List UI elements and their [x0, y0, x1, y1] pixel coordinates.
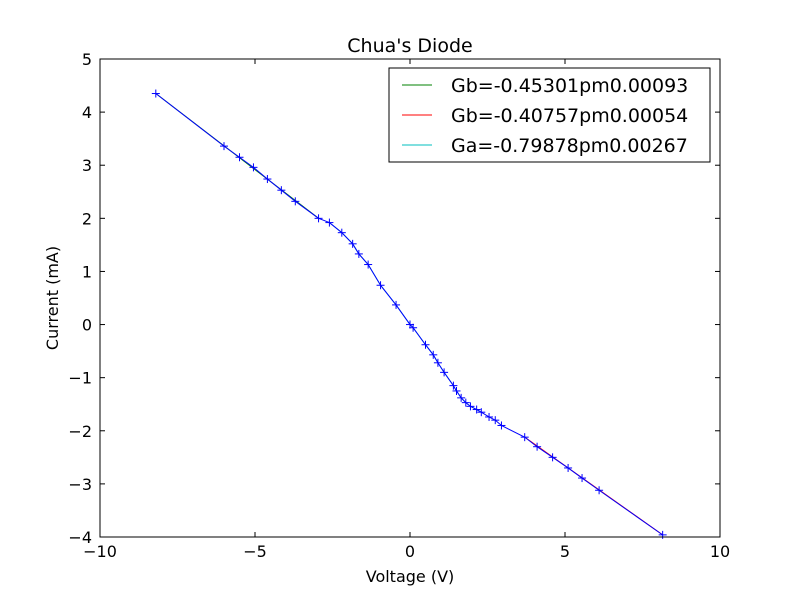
data-point-marker — [564, 463, 573, 472]
legend: Gb=-0.45301pm0.00093 Gb=-0.40757pm0.00054… — [388, 67, 711, 163]
data-point-marker — [277, 186, 286, 195]
data-point-marker — [658, 530, 667, 539]
y-tick-label: −3 — [68, 475, 92, 494]
data-point-marker — [220, 142, 228, 151]
data-point-marker — [421, 340, 430, 349]
data-point-marker — [376, 281, 385, 290]
measured-data-line — [155, 93, 663, 536]
legend-label: Ga=-0.79878pm0.00267 — [451, 135, 688, 157]
x-tick-label: −10 — [83, 542, 117, 561]
y-tick-label: 3 — [82, 156, 92, 175]
data-point-marker — [485, 412, 494, 421]
data-point-marker — [291, 197, 300, 206]
y-tick-label: 0 — [82, 316, 92, 335]
data-point-marker — [452, 386, 461, 395]
data-point-marker — [578, 474, 587, 483]
y-tick-label: −1 — [68, 369, 92, 388]
data-point-marker — [472, 405, 481, 414]
data-point-marker — [364, 260, 373, 269]
data-point-marker — [461, 398, 470, 407]
data-point-marker — [440, 368, 449, 377]
data-point-marker — [548, 453, 557, 462]
data-point-marker — [429, 350, 438, 359]
data-point-marker — [392, 300, 401, 309]
data-point-marker — [477, 408, 486, 417]
y-axis-label: Current (mA) — [43, 246, 62, 350]
y-tick-label: 2 — [82, 209, 92, 228]
data-point-marker — [354, 249, 363, 258]
y-tick-label: −2 — [68, 422, 92, 441]
data-point-marker — [497, 421, 506, 430]
y-tick-label: 5 — [82, 50, 92, 69]
chart-title: Chua's Diode — [347, 35, 472, 57]
plot-frame — [99, 58, 721, 538]
data-point-marker — [457, 393, 466, 402]
data-point-marker — [325, 218, 334, 227]
x-tick-label: 5 — [560, 542, 570, 561]
x-tick-label: 0 — [405, 542, 415, 561]
data-point-marker — [466, 402, 475, 411]
data-point-marker — [314, 214, 323, 223]
data-point-marker — [348, 239, 357, 248]
data-point-marker — [235, 153, 244, 162]
x-tick-label: 10 — [710, 542, 730, 561]
x-tick-label: −5 — [243, 542, 267, 561]
measured-layer — [151, 89, 667, 539]
data-point-marker — [263, 175, 272, 184]
legend-label: Gb=-0.45301pm0.00093 — [451, 75, 688, 97]
x-axis-label: Voltage (V) — [366, 567, 455, 586]
y-tick-label: −4 — [68, 528, 92, 547]
data-point-marker — [337, 228, 346, 237]
data-point-marker — [249, 163, 258, 172]
data-point-marker — [595, 486, 604, 495]
data-point-marker — [533, 442, 542, 451]
data-point-marker — [449, 381, 458, 390]
data-point-marker — [433, 358, 442, 367]
data-point-marker — [151, 89, 160, 98]
data-point-marker — [520, 433, 529, 442]
legend-label: Gb=-0.40757pm0.00054 — [451, 105, 688, 127]
data-point-marker — [409, 323, 418, 332]
y-tick-label: 1 — [82, 262, 92, 281]
legend-box — [388, 67, 711, 163]
y-tick-label: 4 — [82, 103, 92, 122]
data-point-marker — [491, 416, 500, 425]
